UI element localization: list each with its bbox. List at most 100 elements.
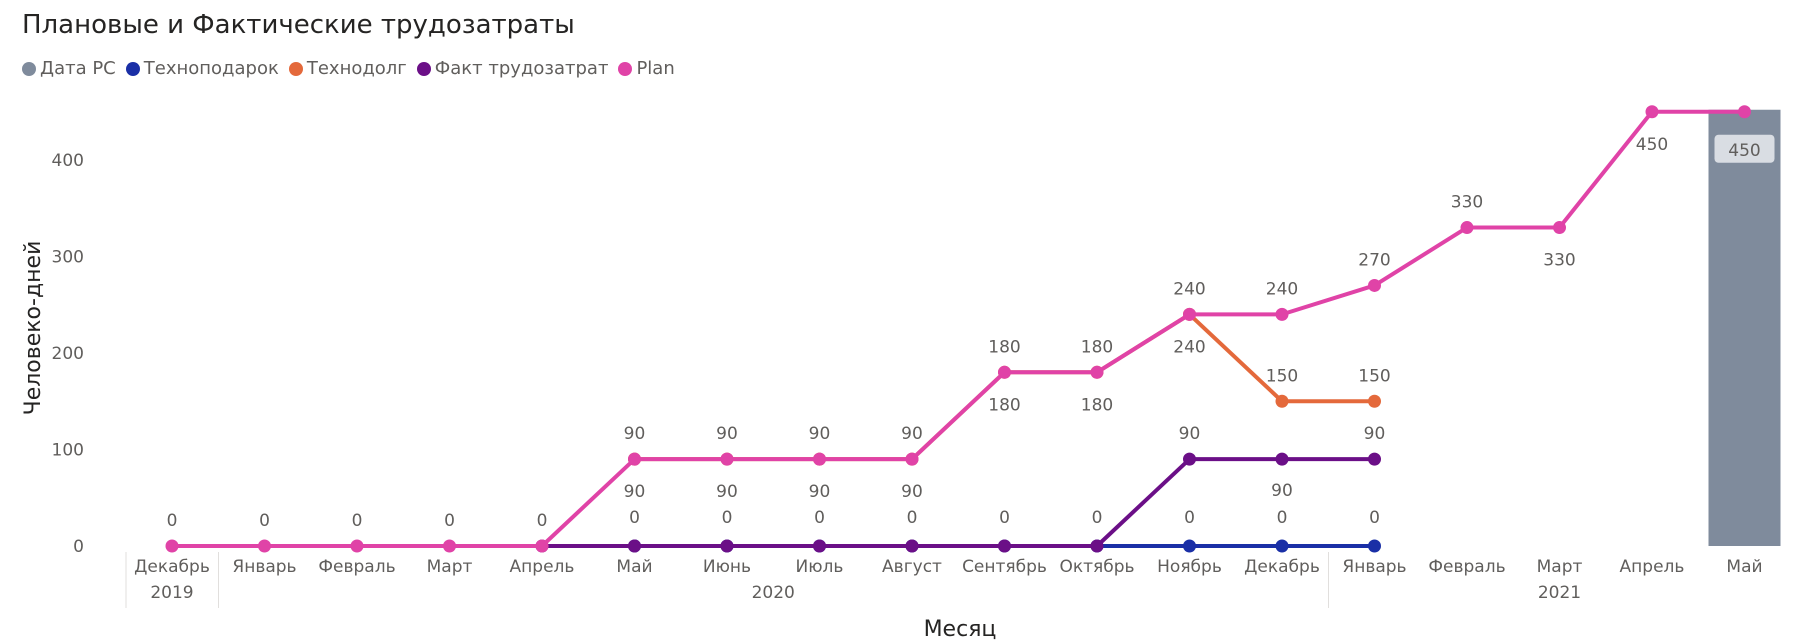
- data-label: 450: [1636, 135, 1668, 155]
- legend-item-technopodarok[interactable]: Технoподарок: [125, 58, 279, 79]
- y-tick-label: 100: [52, 441, 84, 461]
- data-point-fact: [1275, 452, 1289, 466]
- series-line-technodolg: [634, 312, 1375, 462]
- x-tick-label: Февраль: [1428, 557, 1505, 577]
- x-tick-label: Апрель: [1620, 557, 1685, 577]
- data-label: 0: [1369, 508, 1380, 528]
- legend-label: Plan: [636, 58, 675, 79]
- data-point-plan: [165, 539, 179, 553]
- data-point-fact: [813, 539, 826, 553]
- data-label: 90: [901, 482, 923, 502]
- data-label: 0: [167, 511, 178, 531]
- legend-label: Технoподарок: [143, 58, 279, 79]
- data-label: 90: [1364, 424, 1386, 444]
- data-label: 330: [1451, 193, 1483, 213]
- highlight-label: 450: [1728, 141, 1760, 161]
- data-point-plan: [350, 539, 364, 553]
- series-line-plan: [172, 109, 1745, 548]
- x-tick-label: Декабрь: [134, 557, 210, 577]
- x-year-label: 2021: [1538, 583, 1581, 603]
- data-point-fact: [1183, 452, 1196, 466]
- data-point-technopodarok: [1275, 539, 1289, 553]
- highlight-bar: [1708, 109, 1781, 546]
- legend-marker-technodolg: [288, 61, 303, 76]
- x-tick-label: Июнь: [703, 557, 751, 577]
- data-label: 180: [988, 337, 1020, 357]
- legend-label: Дата РС: [40, 58, 116, 79]
- legend-label: Технодолг: [306, 58, 407, 79]
- data-label: 0: [907, 508, 918, 528]
- data-label: 240: [1266, 279, 1298, 299]
- x-tick-label: Январь: [232, 557, 296, 577]
- highlight-label-box: [1714, 134, 1775, 163]
- data-point-plan: [535, 539, 549, 553]
- data-point-technodolg: [1275, 394, 1289, 408]
- x-year-label: 2020: [752, 583, 795, 603]
- data-point-plan: [998, 365, 1011, 379]
- data-label: 90: [1179, 424, 1201, 444]
- data-point-plan: [628, 452, 641, 466]
- legend-item-plan[interactable]: Plan: [618, 58, 675, 79]
- data-point-plan: [1738, 105, 1751, 119]
- x-tick-label: Январь: [1342, 557, 1406, 577]
- data-point-plan: [1090, 365, 1104, 379]
- data-point-plan: [1183, 307, 1196, 321]
- x-year-label: 2019: [150, 583, 193, 603]
- x-tick-label: Февраль: [318, 557, 395, 577]
- legend-item-technodolg[interactable]: Технодолг: [288, 58, 407, 79]
- data-label: 90: [624, 482, 646, 502]
- x-tick-label: Ноябрь: [1157, 557, 1222, 577]
- data-label: 0: [352, 511, 363, 531]
- legend: Дата РС Технoподарок Технодолг Факт труд…: [22, 58, 685, 79]
- data-label: 90: [624, 424, 646, 444]
- data-point-fact: [1368, 452, 1381, 466]
- data-point-fact: [1090, 539, 1104, 553]
- data-point-plan: [1645, 105, 1659, 119]
- data-point-plan: [1460, 221, 1474, 235]
- legend-marker-fact: [416, 61, 431, 76]
- data-point-fact: [905, 539, 919, 553]
- data-label: 180: [1081, 395, 1113, 415]
- legend-item-fact[interactable]: Факт трудозатрат: [416, 58, 609, 79]
- data-point-technopodarok: [1183, 539, 1196, 553]
- data-point-technodolg: [1368, 394, 1381, 408]
- data-label: 240: [1173, 279, 1205, 299]
- data-point-fact: [998, 539, 1011, 553]
- data-label: 0: [444, 511, 455, 531]
- data-point-plan: [1368, 278, 1381, 292]
- data-label: 90: [716, 424, 738, 444]
- legend-marker-plan: [618, 61, 633, 76]
- data-point-plan: [905, 452, 919, 466]
- data-point-plan: [443, 539, 456, 553]
- data-point-plan: [258, 539, 271, 553]
- data-label: 240: [1173, 337, 1205, 357]
- data-label: 0: [259, 511, 270, 531]
- data-label: 0: [722, 508, 733, 528]
- x-tick-label: Март: [427, 557, 473, 577]
- data-point-plan: [1553, 221, 1566, 235]
- x-tick-label: Октябрь: [1059, 557, 1134, 577]
- data-label: 0: [1277, 508, 1288, 528]
- data-label: 0: [814, 508, 825, 528]
- series-line-fact: [542, 457, 1375, 548]
- data-point-fact: [720, 539, 734, 553]
- legend-item-data-rs[interactable]: Дата РС: [22, 58, 116, 79]
- data-label: 0: [1184, 508, 1195, 528]
- y-tick-label: 200: [52, 344, 84, 364]
- x-tick-label: Июль: [796, 557, 844, 577]
- y-tick-label: 300: [52, 248, 84, 268]
- chart-title: Плановые и Фактические трудозатраты: [22, 10, 575, 40]
- y-axis-title: Человеко-дней: [21, 241, 46, 416]
- y-tick-label: 400: [52, 151, 84, 171]
- data-point-fact: [628, 539, 641, 553]
- data-label: 90: [809, 482, 831, 502]
- data-label: 90: [809, 424, 831, 444]
- data-point-plan: [720, 452, 734, 466]
- x-tick-label: Май: [1726, 557, 1762, 577]
- legend-label: Факт трудозатрат: [434, 58, 609, 79]
- data-label: 270: [1358, 250, 1390, 270]
- x-tick-label: Декабрь: [1244, 557, 1320, 577]
- data-label: 180: [1081, 337, 1113, 357]
- x-tick-label: Август: [882, 557, 942, 577]
